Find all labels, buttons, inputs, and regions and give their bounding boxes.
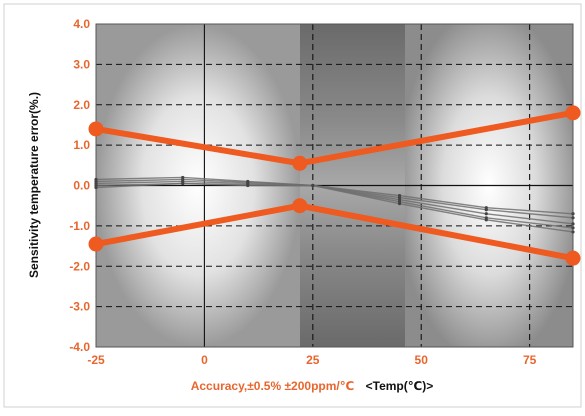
accuracy-note: Accuracy,±0.5% ±200ppm/℃ — [191, 379, 355, 393]
x-tick-label: 50 — [415, 353, 429, 367]
limit-lower-point — [292, 198, 308, 214]
y-tick-label: 0.0 — [73, 179, 90, 193]
y-tick-label: -3.0 — [69, 300, 90, 314]
x-axis-label-group: Accuracy,±0.5% ±200ppm/℃ <Temp(℃)> — [191, 379, 434, 393]
measured-point — [571, 226, 575, 230]
measured-point — [94, 179, 98, 184]
y-tick-label: 2.0 — [73, 98, 90, 112]
measured-point — [571, 212, 575, 216]
y-tick-label: -4.0 — [69, 340, 90, 354]
y-tick-label: 3.0 — [73, 57, 90, 71]
y-tick-label: 1.0 — [73, 138, 90, 152]
limit-lower-point — [565, 250, 581, 266]
series — [88, 105, 581, 266]
tick-labels: -4.0 -3.0 -2.0 -1.0 0.0 1.0 2.0 3.0 4.0 -25 0 25 50 7… — [69, 17, 536, 367]
y-tick-label: 4.0 — [73, 17, 90, 31]
measured-point — [397, 193, 402, 198]
y-axis-label: Sensitivity temperature error(%.) — [27, 92, 41, 278]
measured-point — [311, 183, 315, 188]
measured-point — [397, 202, 402, 206]
measured-point — [571, 222, 575, 226]
y-tick-label: -2.0 — [69, 259, 90, 273]
measured-point — [246, 180, 250, 184]
x-tick-label: 75 — [523, 353, 537, 367]
x-tick-label: -25 — [87, 353, 105, 367]
x-tick-label: 25 — [306, 353, 320, 367]
measured-point — [246, 183, 250, 187]
limit-upper-point — [88, 121, 104, 137]
x-tick-label: 0 — [201, 353, 208, 367]
measured-point — [181, 181, 185, 186]
measured-point — [94, 183, 98, 188]
y-tick-label: -1.0 — [69, 219, 90, 233]
measured-point — [181, 177, 185, 182]
limit-lower-point — [88, 236, 104, 252]
measured-point — [484, 218, 488, 222]
measured-point — [571, 216, 575, 220]
limit-upper-point — [565, 105, 581, 121]
measured-point — [571, 230, 575, 234]
x-axis-label: <Temp(℃)> — [366, 379, 434, 393]
measured-point — [484, 212, 488, 216]
measured-point — [484, 206, 488, 210]
grid — [96, 24, 573, 347]
limit-upper-point — [292, 155, 308, 171]
